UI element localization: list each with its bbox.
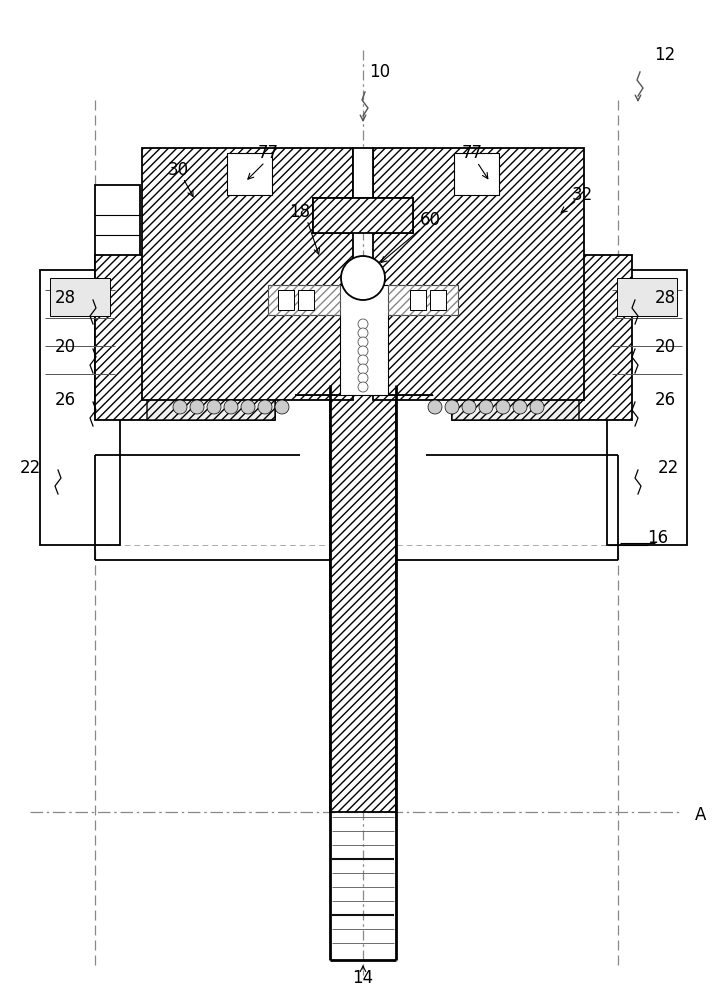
Bar: [330, 395, 396, 812]
Text: 12: 12: [654, 46, 675, 64]
Bar: [430, 290, 446, 310]
Bar: [313, 198, 413, 233]
Bar: [353, 148, 373, 198]
Text: 20: 20: [55, 338, 76, 356]
Text: 10: 10: [369, 63, 390, 81]
Polygon shape: [142, 148, 353, 400]
Bar: [227, 153, 272, 195]
Text: 20: 20: [654, 338, 675, 356]
Circle shape: [358, 319, 368, 329]
Bar: [340, 285, 388, 395]
Circle shape: [462, 400, 476, 414]
Circle shape: [428, 400, 442, 414]
Text: 16: 16: [648, 529, 669, 547]
Circle shape: [358, 337, 368, 347]
Text: 32: 32: [571, 186, 593, 204]
Circle shape: [241, 400, 255, 414]
Bar: [410, 290, 426, 310]
Bar: [278, 290, 294, 310]
Bar: [50, 278, 110, 316]
Circle shape: [190, 400, 204, 414]
Circle shape: [479, 400, 493, 414]
Polygon shape: [95, 255, 275, 420]
Circle shape: [358, 364, 368, 374]
Text: 22: 22: [20, 459, 41, 477]
Circle shape: [513, 400, 527, 414]
Bar: [607, 270, 687, 545]
Text: 18: 18: [289, 203, 310, 221]
Text: 26: 26: [55, 391, 76, 409]
Bar: [454, 153, 499, 195]
Circle shape: [224, 400, 238, 414]
Circle shape: [275, 400, 289, 414]
Text: 22: 22: [657, 459, 678, 477]
Circle shape: [358, 355, 368, 365]
Polygon shape: [373, 148, 584, 400]
Polygon shape: [452, 255, 632, 420]
Bar: [298, 290, 314, 310]
Text: 28: 28: [654, 289, 675, 307]
Circle shape: [358, 328, 368, 338]
Circle shape: [358, 346, 368, 356]
Text: 14: 14: [353, 969, 374, 987]
Circle shape: [445, 400, 459, 414]
Polygon shape: [452, 255, 579, 420]
Circle shape: [173, 400, 187, 414]
Text: A: A: [695, 806, 707, 824]
Bar: [95, 185, 140, 415]
Bar: [617, 278, 677, 316]
Text: 77: 77: [257, 144, 278, 162]
Circle shape: [358, 382, 368, 392]
Bar: [268, 285, 458, 315]
Text: 30: 30: [167, 161, 188, 179]
Text: 77: 77: [462, 144, 483, 162]
Circle shape: [341, 256, 385, 300]
Circle shape: [530, 400, 544, 414]
Text: 60: 60: [419, 211, 441, 229]
Circle shape: [358, 373, 368, 383]
Polygon shape: [147, 255, 275, 420]
Text: 28: 28: [55, 289, 76, 307]
Circle shape: [207, 400, 221, 414]
Text: 26: 26: [654, 391, 675, 409]
Circle shape: [258, 400, 272, 414]
Circle shape: [496, 400, 510, 414]
Bar: [40, 270, 120, 545]
